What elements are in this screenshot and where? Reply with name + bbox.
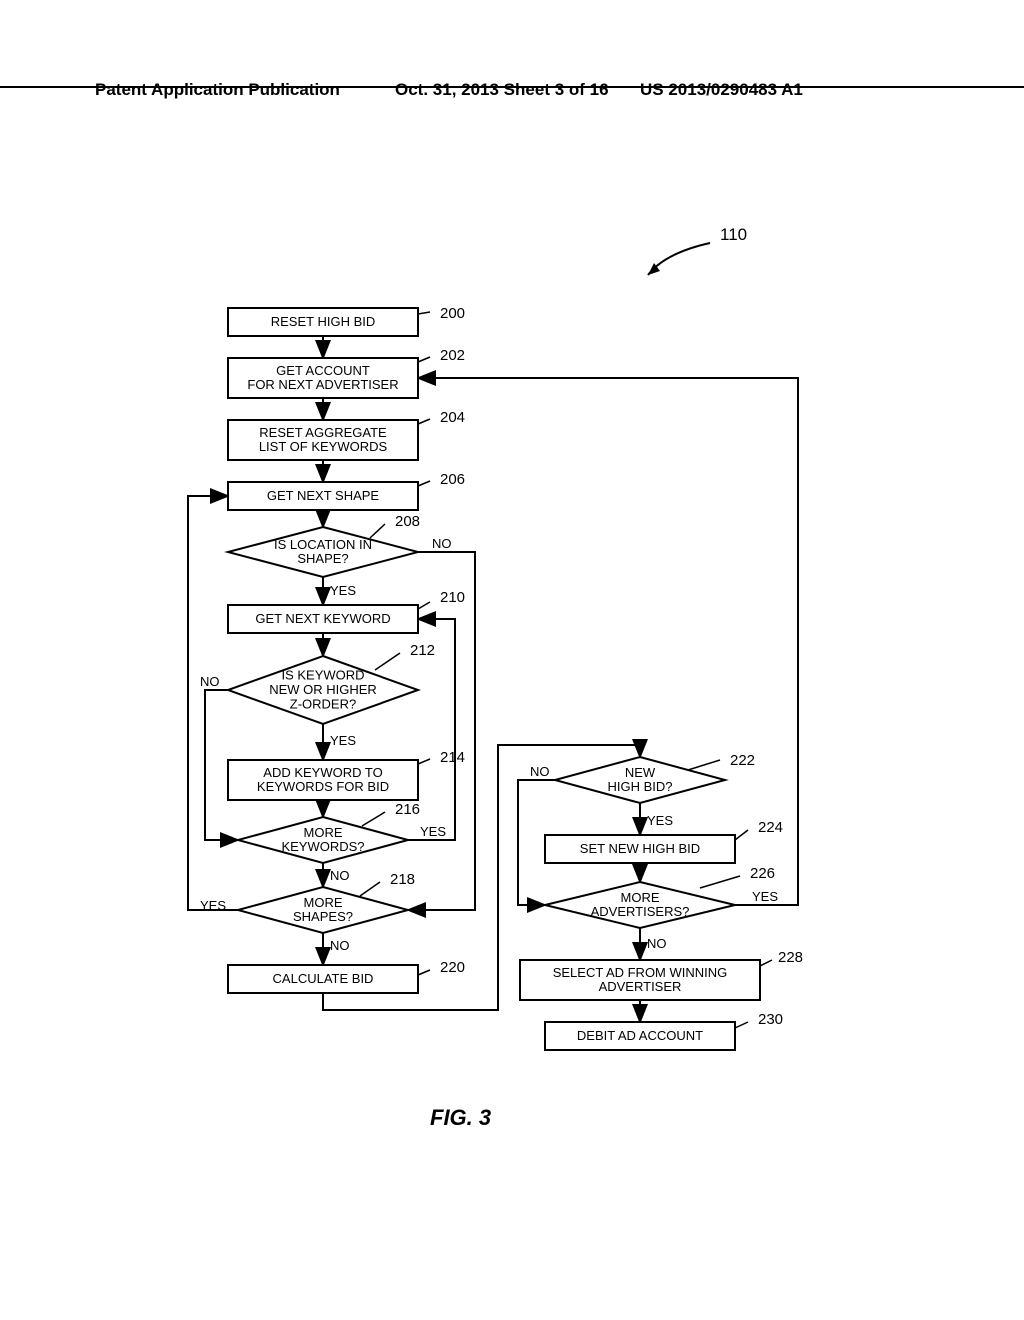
node-226: MOREADVERTISERS? [545, 882, 735, 928]
svg-text:NO: NO [432, 536, 452, 551]
svg-text:RESET HIGH BID: RESET HIGH BID [271, 314, 376, 329]
node-210: GET NEXT KEYWORD [228, 605, 418, 633]
svg-text:YES: YES [647, 813, 673, 828]
svg-text:222: 222 [730, 752, 755, 769]
svg-text:224: 224 [758, 819, 783, 836]
svg-text:214: 214 [440, 749, 465, 766]
svg-text:CALCULATE BID: CALCULATE BID [273, 971, 374, 986]
node-214: ADD KEYWORD TOKEYWORDS FOR BID [228, 760, 418, 800]
svg-text:200: 200 [440, 305, 465, 322]
node-216: MOREKEYWORDS? [238, 817, 408, 863]
svg-text:YES: YES [420, 824, 446, 839]
svg-text:208: 208 [395, 513, 420, 530]
svg-text:206: 206 [440, 471, 465, 488]
node-228: SELECT AD FROM WINNINGADVERTISER [520, 960, 760, 1000]
svg-text:NO: NO [330, 868, 350, 883]
node-202: GET ACCOUNTFOR NEXT ADVERTISER [228, 358, 418, 398]
svg-text:YES: YES [200, 898, 226, 913]
node-218: MORESHAPES? [238, 887, 408, 933]
svg-text:220: 220 [440, 959, 465, 976]
svg-text:NO: NO [200, 674, 220, 689]
svg-text:110: 110 [720, 225, 747, 244]
node-230: DEBIT AD ACCOUNT [545, 1022, 735, 1050]
svg-text:210: 210 [440, 589, 465, 606]
svg-text:212: 212 [410, 642, 435, 659]
svg-text:NO: NO [330, 938, 350, 953]
node-222: NEWHIGH BID? [555, 757, 725, 803]
svg-text:218: 218 [390, 871, 415, 888]
svg-text:YES: YES [752, 889, 778, 904]
flowchart-diagram: YES NO YES NO NO YES NO YES YES NO NO YES RESET HIG… [0, 0, 1024, 1320]
node-224: SET NEW HIGH BID [545, 835, 735, 863]
svg-text:GET NEXT KEYWORD: GET NEXT KEYWORD [255, 611, 390, 626]
svg-text:228: 228 [778, 949, 803, 966]
svg-text:NO: NO [647, 936, 667, 951]
svg-text:NO: NO [530, 764, 550, 779]
svg-text:ADD KEYWORD TOKEYWORDS FOR BID: ADD KEYWORD TOKEYWORDS FOR BID [257, 765, 389, 794]
node-206: GET NEXT SHAPE [228, 482, 418, 510]
svg-text:YES: YES [330, 583, 356, 598]
svg-text:230: 230 [758, 1011, 783, 1028]
figure-caption: FIG. 3 [430, 1105, 491, 1131]
svg-text:202: 202 [440, 347, 465, 364]
node-212: IS KEYWORDNEW OR HIGHERZ-ORDER? [228, 656, 418, 724]
node-220: CALCULATE BID [228, 965, 418, 993]
node-204: RESET AGGREGATELIST OF KEYWORDS [228, 420, 418, 460]
svg-text:226: 226 [750, 865, 775, 882]
svg-text:DEBIT AD ACCOUNT: DEBIT AD ACCOUNT [577, 1028, 703, 1043]
node-200: RESET HIGH BID [228, 308, 418, 336]
svg-text:216: 216 [395, 801, 420, 818]
svg-text:RESET AGGREGATELIST OF KEYWORD: RESET AGGREGATELIST OF KEYWORDS [259, 425, 388, 454]
node-208: IS LOCATION INSHAPE? [228, 527, 418, 577]
svg-text:204: 204 [440, 409, 465, 426]
svg-text:YES: YES [330, 733, 356, 748]
svg-text:GET NEXT SHAPE: GET NEXT SHAPE [267, 488, 380, 503]
svg-text:SET NEW HIGH BID: SET NEW HIGH BID [580, 841, 700, 856]
